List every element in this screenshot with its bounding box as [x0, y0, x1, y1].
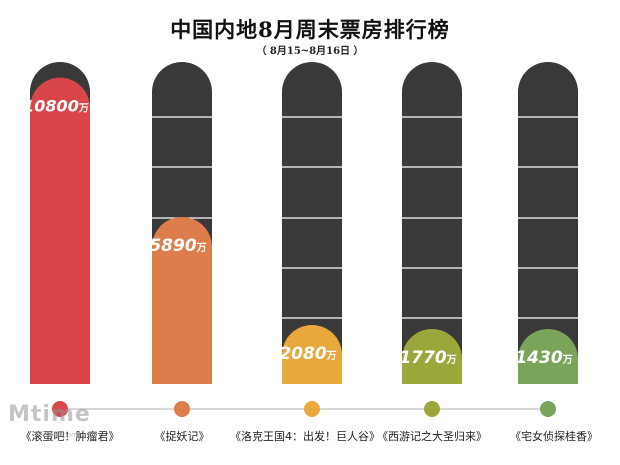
watermark-site: mtime.com	[38, 431, 78, 439]
value-label-2: 5890万	[149, 236, 206, 256]
category-dot-5	[540, 401, 556, 417]
category-label-5: 《宅女侦探桂香》	[510, 429, 598, 443]
gap-fill-2	[212, 102, 282, 384]
bar-track-5	[518, 62, 578, 384]
value-label-4: 1770万	[399, 348, 456, 368]
category-label-3: 《洛克王国4：出发！巨人谷》	[230, 429, 380, 443]
bar-3	[282, 325, 342, 384]
category-dot-3	[304, 401, 320, 417]
gap-fill-3	[342, 102, 402, 384]
bar-track-3	[282, 62, 342, 384]
value-label-3: 2080万	[279, 344, 336, 364]
watermark-logo: Mtime	[8, 402, 91, 427]
value-label-1: 10800万	[23, 97, 89, 116]
category-dot-1	[52, 401, 68, 417]
bar-2	[152, 216, 212, 384]
category-dot-2	[174, 401, 190, 417]
bar-1	[30, 77, 90, 384]
chart-subtitle: （ 8月15~8月16日 ）	[256, 46, 364, 57]
bar-4	[402, 329, 462, 384]
chart-title: 中国内地8月周末票房排行榜	[170, 17, 450, 42]
category-label-4: 《西游记之大圣归来》	[377, 429, 487, 443]
baseline-mask	[20, 384, 600, 392]
gap-fill-4	[462, 102, 518, 384]
bar-5	[518, 329, 578, 384]
category-dot-4	[424, 401, 440, 417]
value-label-5: 1430万	[515, 348, 572, 368]
category-label-1: 《滚蛋吧！肿瘤君》	[21, 429, 120, 443]
bar-track-4	[402, 62, 462, 384]
category-label-2: 《捉妖记》	[155, 429, 210, 443]
gap-fill-1	[90, 102, 152, 384]
